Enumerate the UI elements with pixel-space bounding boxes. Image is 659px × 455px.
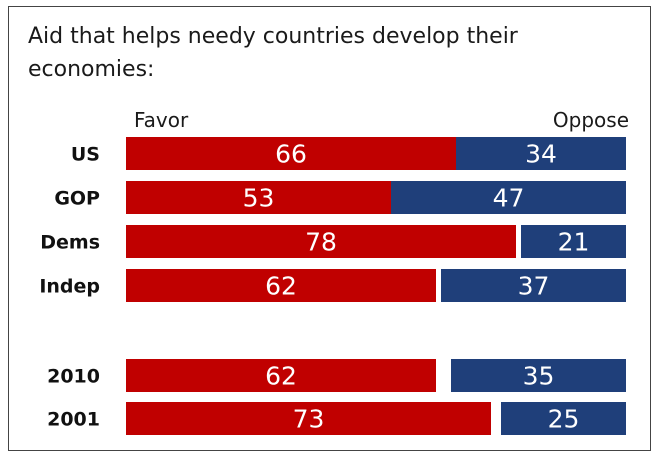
favor-bar [126,402,491,435]
category-label: 2010 [47,366,100,388]
favor-bar [126,269,436,302]
oppose-bar [391,181,626,214]
favor-value-label: 53 [243,184,275,213]
favor-bar [126,137,456,170]
legend-favor: Favor [134,108,189,132]
category-label: US [71,144,100,166]
oppose-value-label: 25 [548,405,580,434]
favor-value-label: 73 [293,405,325,434]
favor-value-label: 62 [265,272,297,301]
category-label: Indep [39,276,100,298]
favor-bar [126,359,436,392]
chart-title: Aid that helps needy countries develop t… [28,24,518,82]
oppose-bar [456,137,626,170]
oppose-bar [521,225,626,258]
oppose-value-label: 21 [558,228,590,257]
oppose-value-label: 34 [525,140,557,169]
favor-bar [126,181,391,214]
favor-value-label: 66 [275,140,307,169]
category-label: GOP [54,188,100,210]
oppose-bar [451,359,626,392]
oppose-value-label: 47 [493,184,525,213]
favor-value-label: 78 [305,228,337,257]
oppose-bar [501,402,626,435]
legend-oppose: Oppose [553,108,629,132]
favor-bar [126,225,516,258]
oppose-value-label: 37 [518,272,550,301]
oppose-value-label: 35 [523,362,555,391]
category-label: 2001 [47,409,100,431]
category-label: Dems [40,232,100,254]
oppose-bar [441,269,626,302]
favor-value-label: 62 [265,362,297,391]
